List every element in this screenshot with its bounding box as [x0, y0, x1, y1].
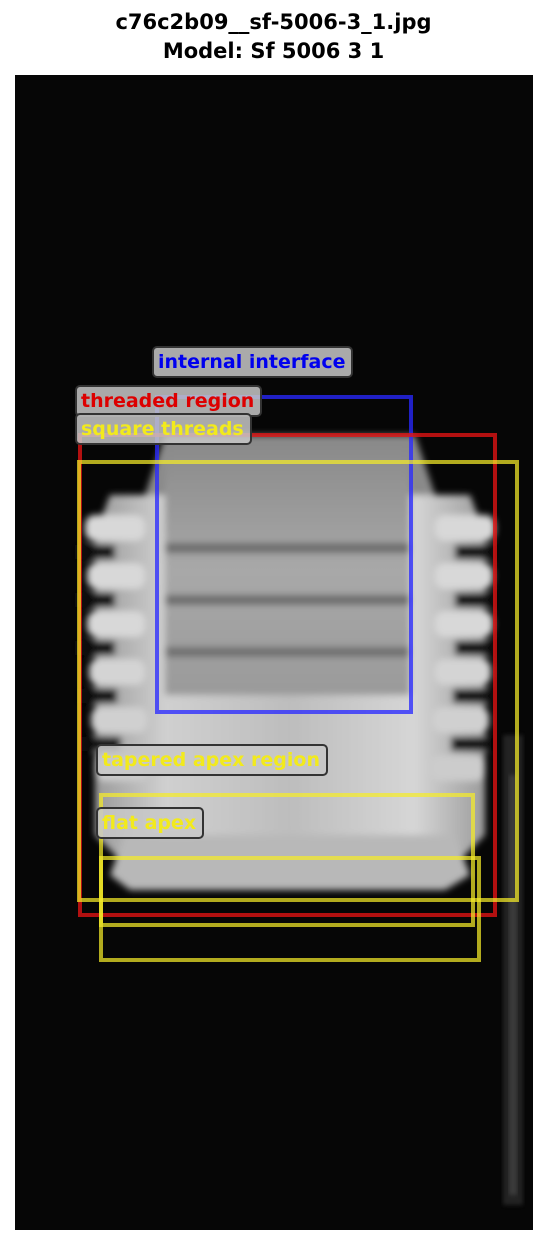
label-square-threads: square threads — [75, 413, 252, 445]
bbox-internal-interface — [155, 395, 413, 714]
bbox-flat-apex — [99, 856, 481, 962]
label-tapered-apex-region: tapered apex region — [96, 744, 328, 776]
figure-title-model: Model: Sf 5006 3 1 — [162, 39, 385, 63]
ultrasound-image-panel: internal interface threaded region squar… — [15, 75, 533, 1230]
figure-title-filename: c76c2b09__sf-5006-3_1.jpg — [115, 10, 432, 34]
label-internal-interface: internal interface — [152, 346, 354, 378]
implant-scan-image — [15, 75, 533, 1230]
label-flat-apex: flat apex — [96, 807, 205, 839]
bbox-square-threads — [77, 460, 519, 902]
figure-title: c76c2b09__sf-5006-3_1.jpg Model: Sf 5006… — [0, 8, 547, 66]
